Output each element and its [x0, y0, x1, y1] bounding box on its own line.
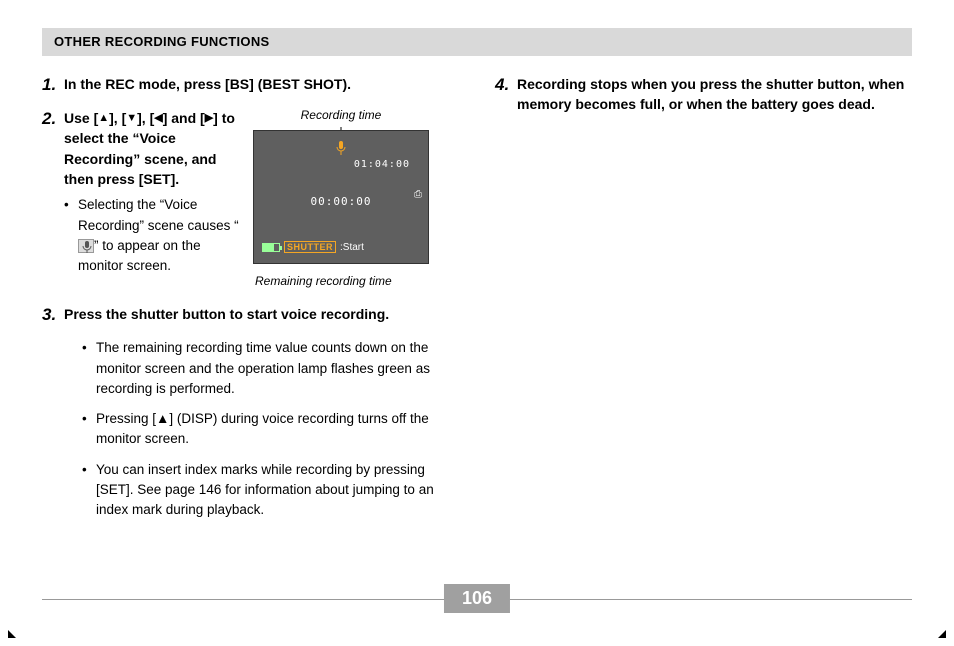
corner-icon — [8, 630, 16, 638]
diagram-bottom-label: Remaining recording time — [255, 274, 429, 288]
step-3: 3. Press the shutter button to start voi… — [42, 304, 459, 326]
step-2: 2. Use [▲], [▼], [◀] and [▶] to select t… — [42, 108, 459, 292]
remaining-time: 01:04:00 — [354, 159, 410, 170]
section-header: OTHER RECORDING FUNCTIONS — [54, 34, 270, 49]
t: ], [ — [109, 110, 126, 126]
step-text: Press the shutter button to start voice … — [64, 304, 459, 324]
page-number: 106 — [444, 584, 510, 613]
left-column: 1. In the REC mode, press [BS] (BEST SHO… — [42, 74, 459, 536]
mic-icon — [78, 239, 94, 253]
step-1: 1. In the REC mode, press [BS] (BEST SHO… — [42, 74, 459, 96]
right-arrow-icon: ▶ — [205, 111, 213, 127]
bullet: Selecting the “Voice Recording” scene ca… — [64, 195, 239, 276]
step-3-bullets: The remaining recording time value count… — [82, 338, 459, 520]
step-text: Recording stops when you press the shutt… — [517, 74, 912, 115]
camera-screen: 01:04:00 00:00:00 ⎙ SHUTTER :Start — [253, 130, 429, 264]
bullet: Pressing [▲] (DISP) during voice recordi… — [82, 409, 459, 450]
manual-page: OTHER RECORDING FUNCTIONS 1. In the REC … — [0, 0, 954, 646]
t: ], [ — [137, 110, 154, 126]
left-arrow-icon: ◀ — [154, 111, 162, 127]
t: Selecting the “Voice Recording” scene ca… — [78, 197, 239, 232]
step-number: 2. — [42, 108, 64, 130]
step-text: In the REC mode, press [BS] (BEST SHOT). — [64, 74, 459, 94]
battery-icon — [262, 243, 280, 252]
mic-icon — [336, 141, 346, 155]
card-icon: ⎙ — [414, 189, 422, 200]
step-2-bullets: Selecting the “Voice Recording” scene ca… — [64, 195, 239, 276]
elapsed-time: 00:00:00 — [311, 195, 372, 208]
screen-bottom-row: SHUTTER :Start — [262, 241, 364, 253]
right-column: 4. Recording stops when you press the sh… — [495, 74, 912, 536]
bullet: You can insert index marks while recordi… — [82, 460, 459, 521]
diagram-top-label: Recording time — [253, 108, 429, 122]
page-footer: 106 — [42, 584, 912, 614]
corner-icon — [938, 630, 946, 638]
step-2-text: Use [▲], [▼], [◀] and [▶] to select the … — [64, 108, 239, 292]
shutter-label: SHUTTER — [284, 241, 336, 253]
up-arrow-icon: ▲ — [98, 111, 109, 127]
bullet: The remaining recording time value count… — [82, 338, 459, 399]
section-header-bar: OTHER RECORDING FUNCTIONS — [42, 28, 912, 56]
step-number: 1. — [42, 74, 64, 96]
t: ] and [ — [163, 110, 205, 126]
t: Use [ — [64, 110, 98, 126]
content-columns: 1. In the REC mode, press [BS] (BEST SHO… — [42, 74, 912, 536]
step-number: 3. — [42, 304, 64, 326]
down-arrow-icon: ▼ — [126, 111, 137, 127]
step-2-body: Use [▲], [▼], [◀] and [▶] to select the … — [64, 108, 459, 292]
step-number: 4. — [495, 74, 517, 96]
step-4: 4. Recording stops when you press the sh… — [495, 74, 912, 115]
start-label: :Start — [340, 242, 364, 253]
diagram-container: Recording time 01:04:00 00:00:00 ⎙ SHUTT… — [253, 108, 429, 292]
t: ” to appear on the monitor screen. — [78, 238, 201, 273]
